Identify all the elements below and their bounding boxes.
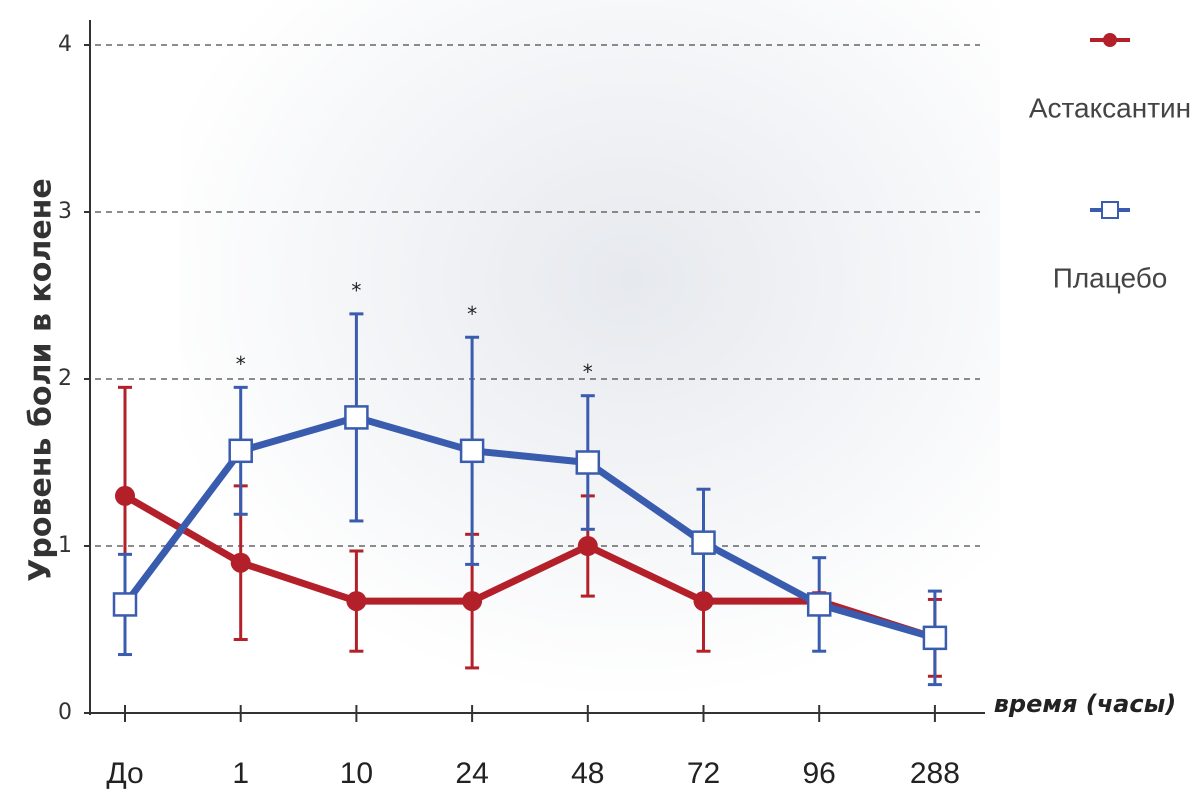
point bbox=[346, 591, 367, 612]
point bbox=[112, 592, 138, 617]
legend-marker bbox=[1101, 201, 1119, 219]
x-tick-label: 48 bbox=[571, 757, 604, 790]
significance-mark: * bbox=[467, 302, 477, 326]
point bbox=[806, 592, 832, 617]
y-tick-label: 3 bbox=[58, 199, 72, 224]
point bbox=[459, 438, 485, 464]
series-line bbox=[123, 492, 936, 642]
significance-mark: * bbox=[236, 352, 246, 376]
legend-marker bbox=[1103, 33, 1117, 47]
point bbox=[230, 552, 251, 573]
x-tick-label: 288 bbox=[910, 757, 960, 790]
point bbox=[693, 591, 714, 612]
y-tick-label: 2 bbox=[58, 366, 72, 391]
point bbox=[922, 625, 948, 651]
legend-label: Астаксантин bbox=[1029, 92, 1191, 123]
y-tick-label: 4 bbox=[58, 32, 72, 57]
legend-label: Плацебо bbox=[1053, 262, 1168, 293]
point bbox=[577, 536, 598, 556]
x-tick-label: 72 bbox=[687, 757, 720, 790]
x-tick-label: 1 bbox=[232, 757, 249, 790]
point bbox=[344, 405, 369, 430]
x-tick-label: 10 bbox=[340, 757, 373, 790]
point bbox=[691, 530, 716, 555]
y-axis-label: Уровень боли в колене bbox=[24, 178, 59, 581]
point bbox=[575, 450, 601, 475]
point bbox=[115, 485, 135, 506]
y-tick-label: 0 bbox=[58, 700, 72, 725]
point bbox=[462, 591, 483, 612]
x-tick-label: 96 bbox=[803, 757, 836, 790]
significance-mark: * bbox=[583, 360, 593, 384]
significance-mark: * bbox=[351, 278, 361, 302]
series-line bbox=[122, 413, 936, 642]
x-axis-label: время (часы) bbox=[994, 690, 1177, 718]
background bbox=[180, 0, 1000, 700]
x-tick-label: До bbox=[106, 757, 143, 790]
x-tick-label: 24 bbox=[455, 757, 488, 790]
point bbox=[228, 438, 253, 464]
y-tick-label: 1 bbox=[58, 533, 72, 558]
